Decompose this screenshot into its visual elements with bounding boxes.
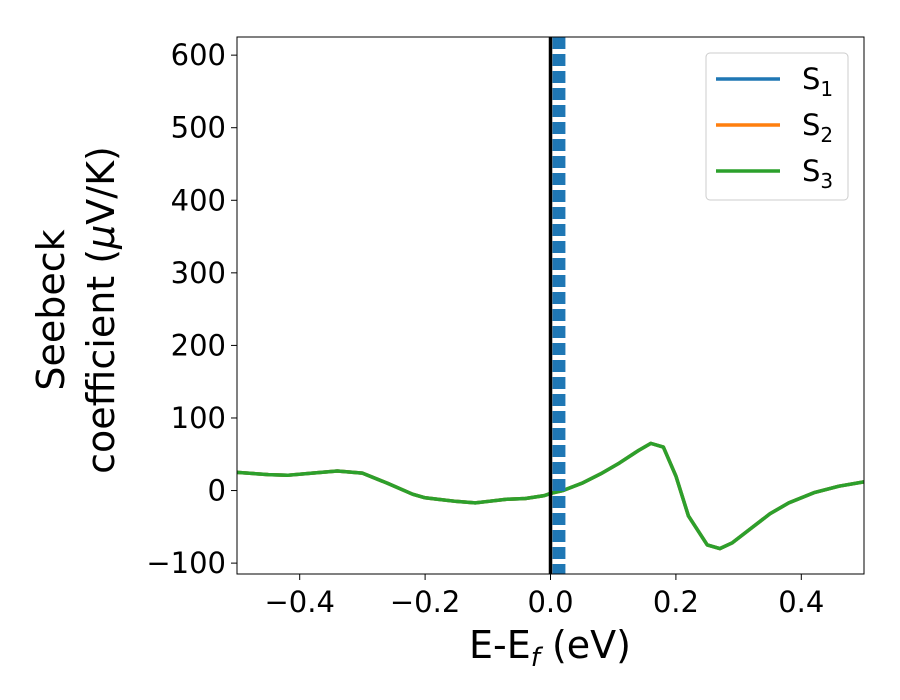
x-tick-label: 0.0 bbox=[527, 585, 573, 619]
y-axis-label-line2: coefficient (μV/K) bbox=[79, 146, 123, 474]
x-axis-label-main: E-E bbox=[469, 623, 531, 667]
x-tick-label: 0.2 bbox=[653, 585, 699, 619]
y-axis-label-pre: coefficient ( bbox=[79, 249, 123, 474]
x-tick-label: −0.2 bbox=[390, 585, 460, 619]
legend-label-s3: S3 bbox=[802, 154, 833, 193]
y-tick-label: 600 bbox=[171, 38, 226, 72]
y-axis-label-line1: Seebeck bbox=[29, 229, 73, 390]
legend: S1 S2 S3 bbox=[705, 52, 849, 201]
y-tick-label: 500 bbox=[171, 111, 226, 145]
x-axis-label-unit: (eV) bbox=[540, 623, 631, 667]
y-tick-label: 100 bbox=[171, 401, 226, 435]
x-tick-label: 0.4 bbox=[778, 585, 824, 619]
y-tick-label: 400 bbox=[171, 183, 226, 217]
y-axis-label-post: V/K) bbox=[79, 146, 123, 225]
x-axis: −0.4 −0.2 0.0 0.2 0.4 bbox=[264, 574, 824, 619]
legend-label-s2: S2 bbox=[802, 108, 833, 147]
legend-label-s1: S1 bbox=[802, 62, 833, 101]
x-axis-label: E-Ef (eV) bbox=[469, 623, 631, 673]
y-axis-label-mu: μ bbox=[79, 225, 123, 250]
y-tick-label: −100 bbox=[146, 546, 226, 580]
y-tick-label: 0 bbox=[208, 474, 226, 508]
x-tick-label: −0.4 bbox=[264, 585, 334, 619]
y-tick-label: 200 bbox=[171, 328, 226, 362]
plot-content bbox=[237, 37, 864, 574]
y-tick-label: 300 bbox=[171, 256, 226, 290]
y-axis: −100 0 100 200 300 400 500 600 bbox=[146, 38, 237, 580]
